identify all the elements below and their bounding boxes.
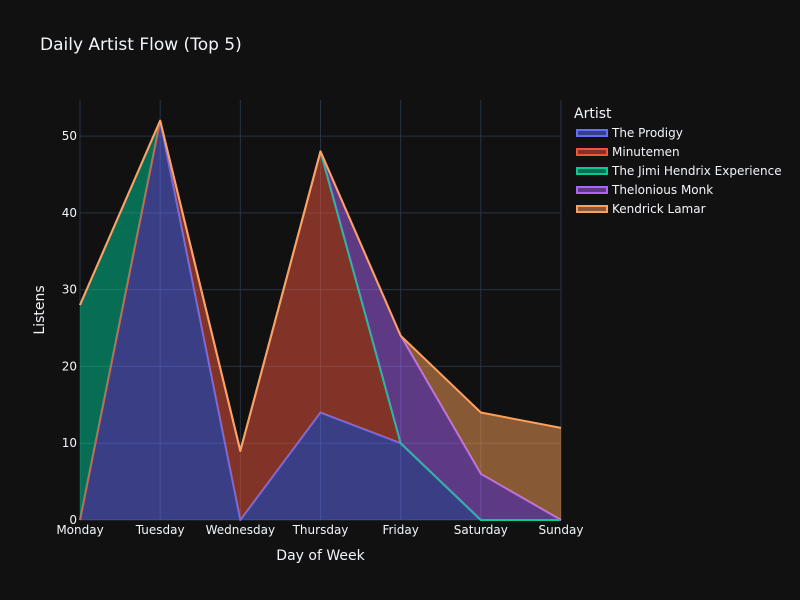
area-kendrick-lamar <box>80 120 561 520</box>
x-tick-label: Friday <box>382 523 418 537</box>
area-minutemen <box>80 120 561 520</box>
legend-swatch <box>576 148 608 156</box>
y-tick-label: 50 <box>62 129 77 143</box>
areas <box>79 119 562 521</box>
legend-swatch <box>576 167 608 175</box>
x-axis-ticks: Monday Tuesday Wednesday Thursday Friday Satu… <box>56 523 583 537</box>
line-kendrick-lamar <box>79 119 562 452</box>
y-axis-ticks: 0 10 20 30 40 50 <box>62 129 77 527</box>
legend-item[interactable]: Minutemen <box>576 145 680 159</box>
x-tick-label: Sunday <box>539 523 584 537</box>
legend-label: Kendrick Lamar <box>612 202 706 216</box>
area-the-prodigy <box>80 120 561 520</box>
legend-label: The Jimi Hendrix Experience <box>611 164 782 178</box>
x-tick-label: Wednesday <box>206 523 275 537</box>
area-thelonious-monk <box>80 120 561 520</box>
y-tick-label: 0 <box>69 513 77 527</box>
x-tick-label: Thursday <box>292 523 349 537</box>
legend-swatch <box>576 205 608 213</box>
legend-label: Minutemen <box>612 145 680 159</box>
x-tick-label: Tuesday <box>135 523 185 537</box>
legend: Artist The Prodigy Minutemen The Jimi Hend… <box>574 106 782 216</box>
legend-item[interactable]: Kendrick Lamar <box>576 202 706 216</box>
legend-title: Artist <box>574 106 612 122</box>
chart-title: Daily Artist Flow (Top 5) <box>40 35 242 55</box>
legend-item[interactable]: The Prodigy <box>576 126 683 140</box>
y-tick-label: 30 <box>62 283 77 297</box>
legend-item[interactable]: Thelonious Monk <box>576 183 713 197</box>
legend-label: The Prodigy <box>611 126 683 140</box>
legend-item[interactable]: The Jimi Hendrix Experience <box>576 164 782 178</box>
x-tick-label: Monday <box>56 523 103 537</box>
legend-label: Thelonious Monk <box>611 183 713 197</box>
legend-swatch <box>576 129 608 137</box>
y-tick-label: 20 <box>62 359 77 373</box>
y-tick-label: 10 <box>62 436 77 450</box>
y-axis-title: Listens <box>32 285 48 334</box>
x-tick-label: Saturday <box>454 523 508 537</box>
y-tick-label: 40 <box>62 206 77 220</box>
x-axis-title: Day of Week <box>276 548 365 564</box>
legend-swatch <box>576 186 608 194</box>
